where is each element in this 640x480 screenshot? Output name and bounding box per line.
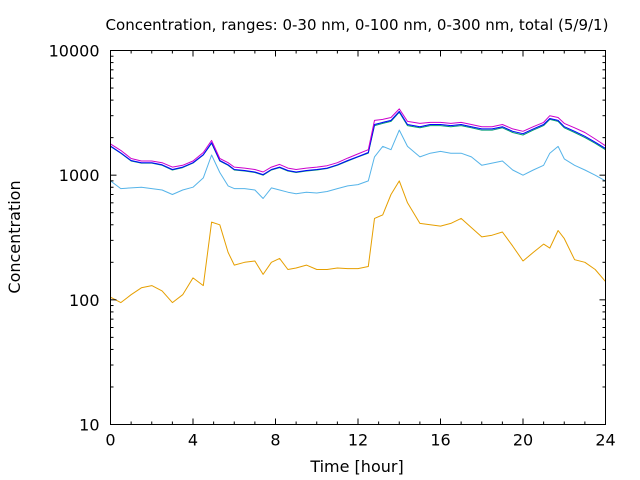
x-tick-label: 16 (430, 431, 450, 450)
series-line-2 (110, 129, 606, 199)
x-tick-label: 4 (188, 431, 198, 450)
y-tick-label: 10 (79, 416, 99, 435)
x-tick-label: 12 (348, 431, 368, 450)
ticks-layer: 0 4 8 12 16 20 24 10 100 1000 10000 (49, 42, 616, 450)
x-tick-label: 8 (270, 431, 280, 450)
chart-title: Concentration, ranges: 0-30 nm, 0-100 nm… (106, 16, 609, 34)
series-layer (110, 108, 606, 304)
y-tick-label: 1000 (59, 166, 100, 185)
series-line-5 (110, 108, 606, 173)
y-axis-title: Concentration (5, 180, 24, 293)
plot-frame (110, 50, 606, 425)
x-axis-title: Time [hour] (309, 457, 403, 476)
x-tick-label: 20 (513, 431, 533, 450)
y-tick-label: 100 (69, 291, 100, 310)
series-line-1 (110, 180, 606, 304)
x-tick-label: 24 (595, 431, 615, 450)
y-tick-label: 10000 (49, 42, 100, 61)
x-tick-label: 0 (105, 431, 115, 450)
series-line-4 (110, 110, 606, 176)
